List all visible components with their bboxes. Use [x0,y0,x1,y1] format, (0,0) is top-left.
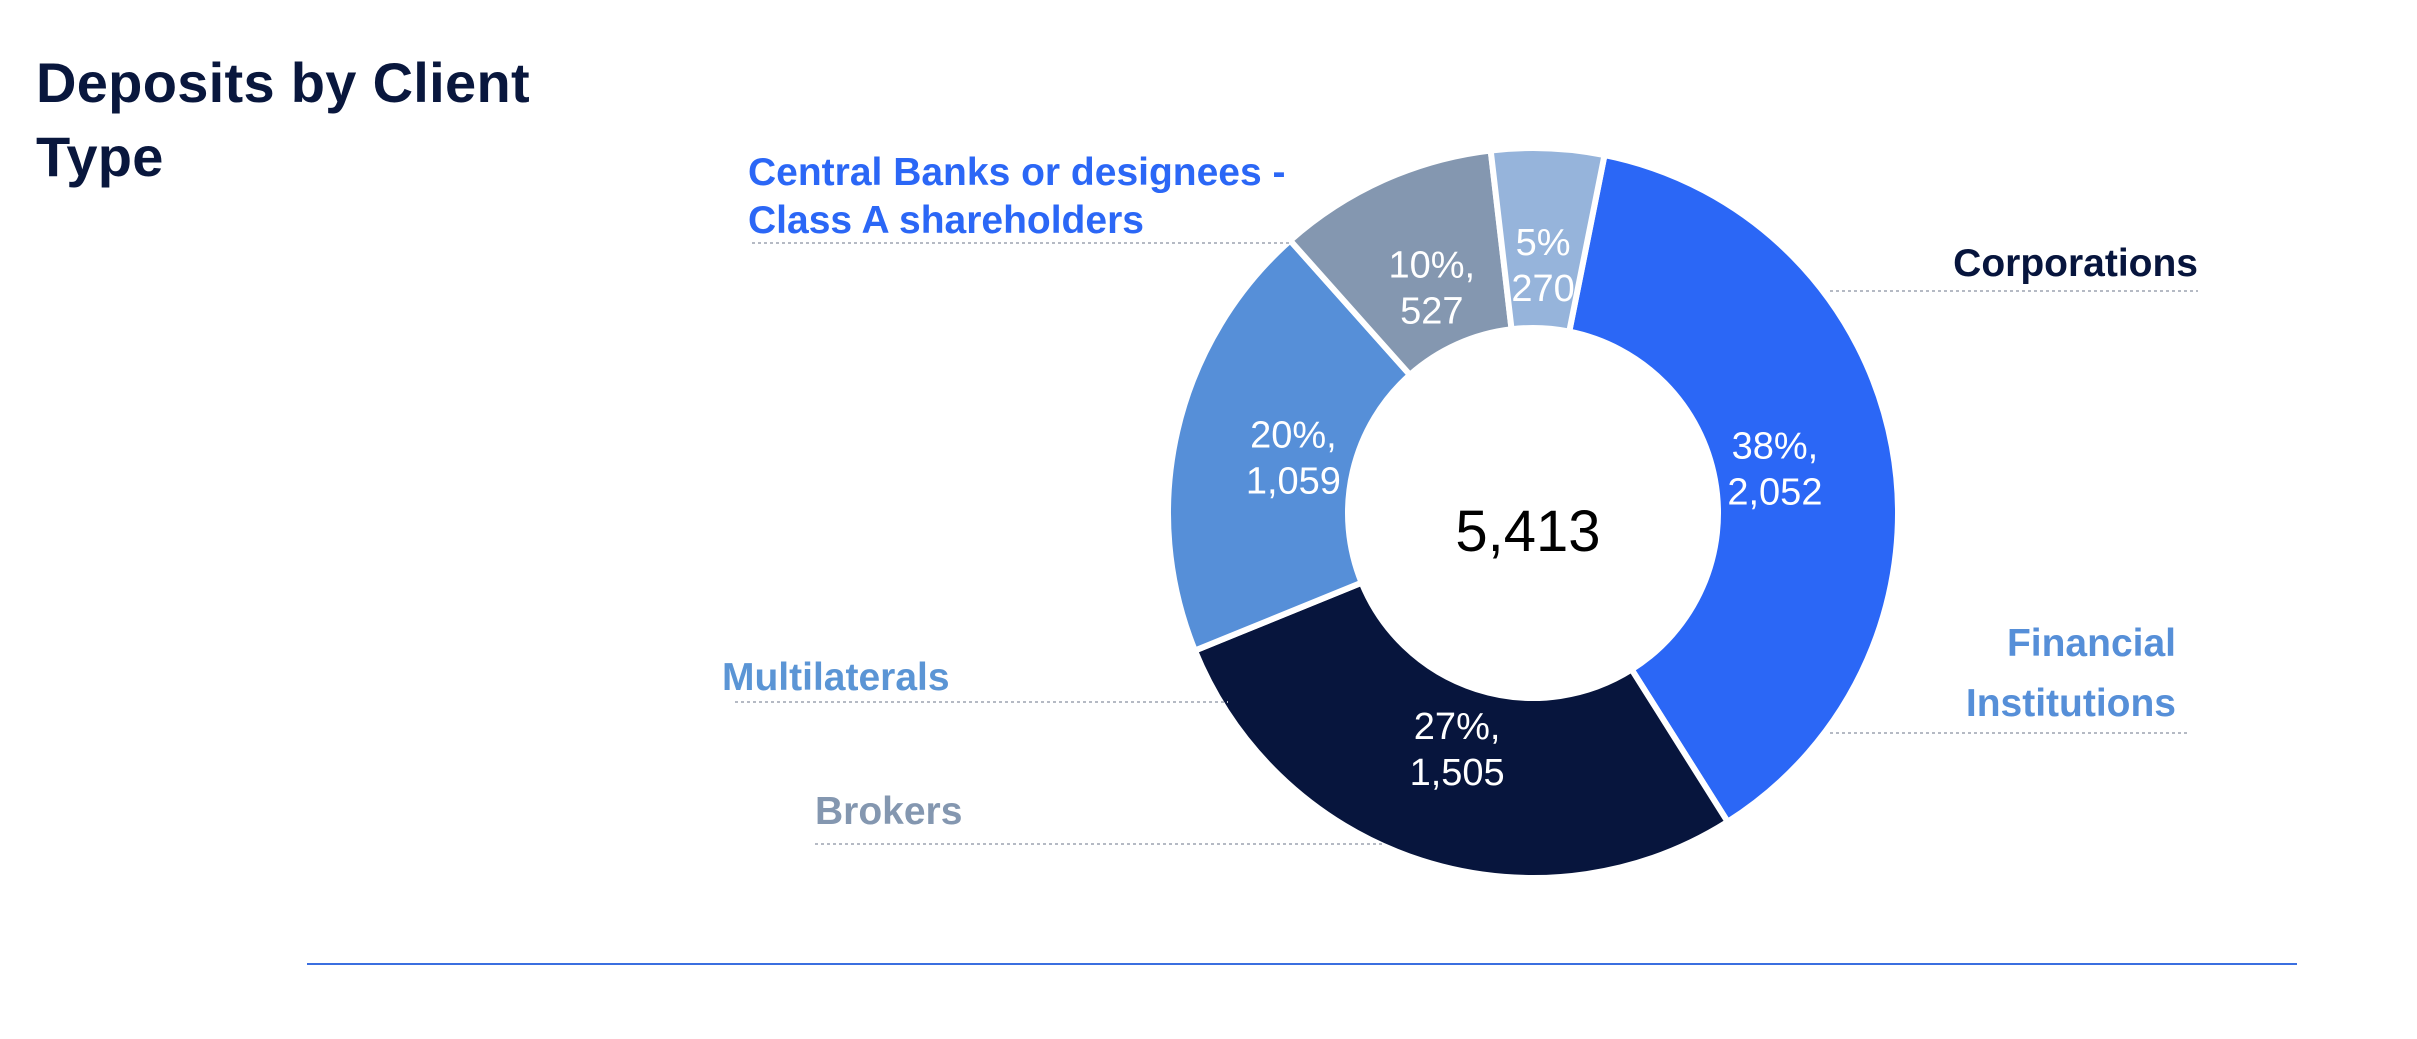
slice-value-line: 2,052 [1727,471,1822,513]
category-label-central-banks-or-designees-class-a-shareholders: Central Banks or designees - Class A shar… [748,151,1286,242]
category-label-line: Central Banks or designees - [748,151,1286,194]
slice-financial-institutions [1165,236,1415,655]
category-label-multilaterals: Multilaterals [722,656,950,699]
category-label-financial-institutions: Financial Institutions [1966,622,2176,725]
slice-value-line: 1,505 [1410,752,1505,794]
category-label-line: Brokers [815,790,962,833]
bottom-divider [307,963,2297,965]
category-label-line: Multilaterals [722,656,950,699]
total-label: 5,413 [1455,499,1600,564]
slice-central-banks-or-designees-class-a-shareholders [1565,151,1901,826]
slice-value-line: 527 [1400,291,1463,333]
slices-layer [1165,145,1901,881]
category-label-corporations: Corporations [1953,242,2198,285]
slice-value-label-brokers: 10%, 527 [1389,245,1476,333]
category-label-line: Institutions [1966,682,2176,725]
slice-value-line: 38%, [1732,425,1819,467]
category-label-line: Corporations [1953,242,2198,285]
category-labels: Central Banks or designees - Class A shar… [722,151,2198,833]
slice-corporations [1190,578,1732,881]
slice-value-line: 10%, [1389,245,1476,287]
category-label-line: Financial [2007,622,2176,665]
leader-lines [735,242,2198,845]
slice-value-line: 20%, [1250,414,1337,456]
slice-value-line: 5% [1516,222,1571,264]
slice-value-line: 1,059 [1246,460,1341,502]
slice-value-label-central-banks-or-designees-class-a-shareholders: 38%, 2,052 [1727,425,1822,513]
slice-value-label-corporations: 27%, 1,505 [1410,706,1505,794]
slice-value-label-financial-institutions: 20%, 1,059 [1246,414,1341,502]
category-label-brokers: Brokers [815,790,962,833]
category-label-line: Class A shareholders [748,199,1144,242]
slice-value-line: 270 [1511,268,1574,310]
slice-multilaterals [1487,145,1609,336]
slice-brokers [1285,147,1515,380]
page-title: Deposits by Client Type [36,51,530,188]
slice-labels-layer: 38%, 2,052 27%, 1,505 20%, 1,059 10%, 527 5% 270 [1246,222,1823,794]
slice-value-line: 27%, [1414,706,1501,748]
slice-value-label-multilaterals: 5% 270 [1511,222,1574,310]
